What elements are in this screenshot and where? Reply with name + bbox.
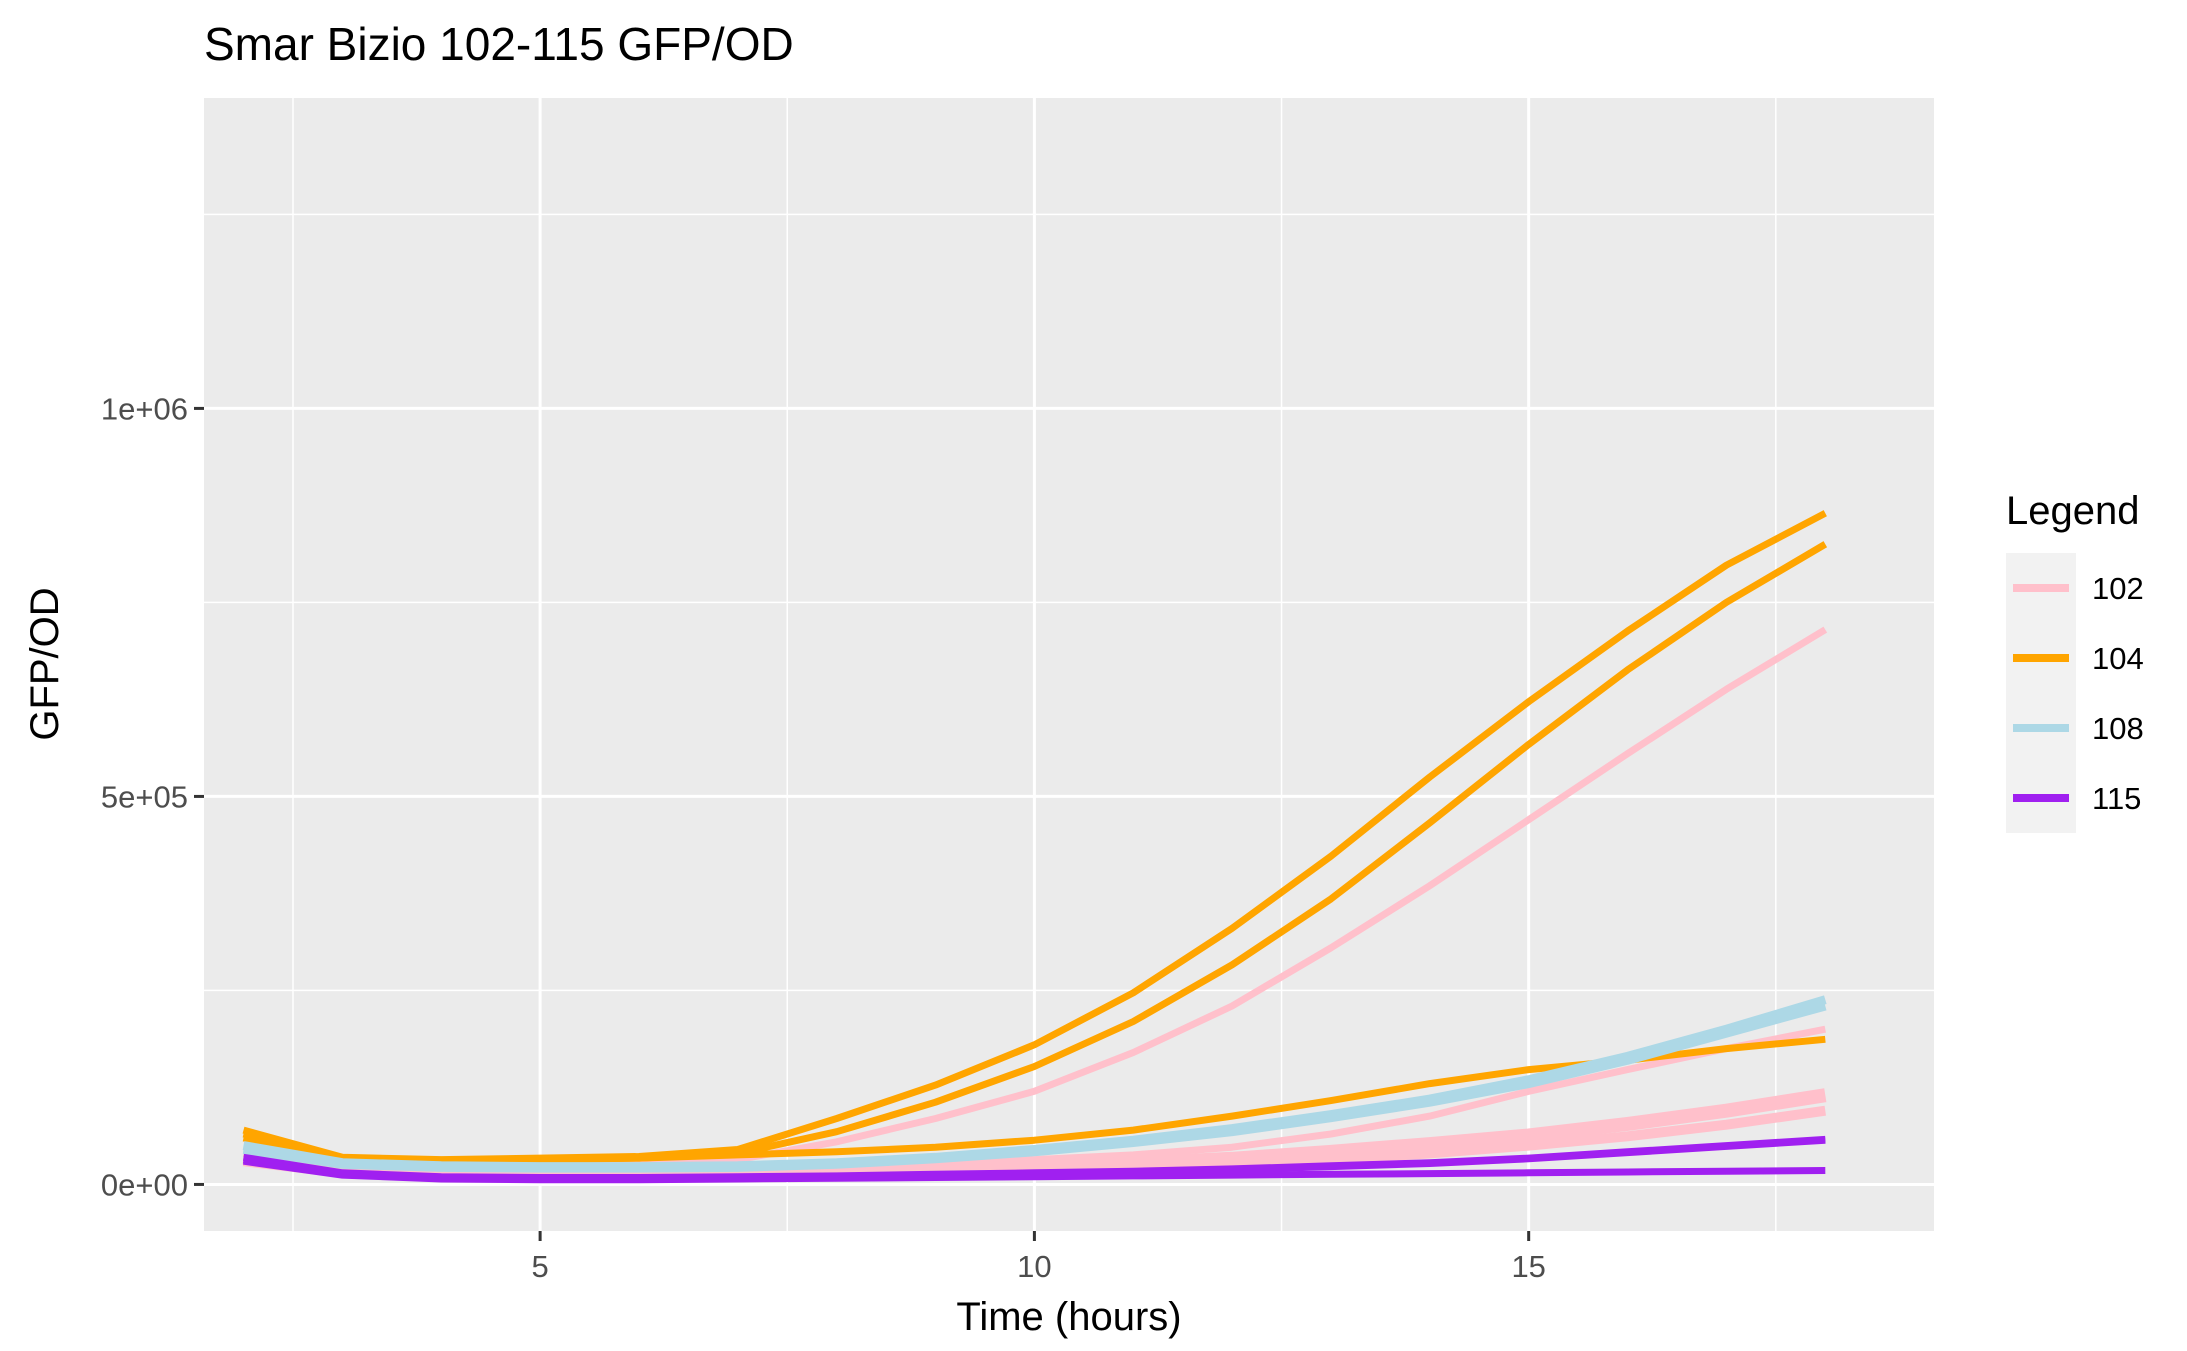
legend-label-102: 102	[2092, 571, 2144, 606]
y-tick-label: 1e+06	[101, 391, 188, 426]
legend: 102 104 108 115	[2006, 553, 2144, 833]
x-tick-label: 10	[1017, 1249, 1051, 1284]
major-gridlines	[204, 98, 1934, 1231]
x-tick-label: 15	[1511, 1249, 1545, 1284]
legend-label-104: 104	[2092, 641, 2144, 676]
minor-gridlines	[204, 98, 1934, 1231]
chart-title: Smar Bizio 102-115 GFP/OD	[204, 18, 794, 70]
x-tick-label: 5	[531, 1249, 548, 1284]
legend-label-115: 115	[2092, 781, 2141, 816]
x-axis: 5 10 15	[531, 1231, 1546, 1284]
y-tick-label: 5e+05	[101, 779, 188, 814]
series-line-115-12	[243, 1157, 1826, 1184]
series-lines	[242, 510, 1828, 1184]
series-line-108-9	[242, 1001, 1827, 1173]
legend-title: Legend	[2006, 489, 2139, 533]
x-axis-title: Time (hours)	[956, 1295, 1181, 1339]
legend-label-108: 108	[2092, 711, 2144, 746]
y-axis: 0e+00 5e+05 1e+06	[101, 391, 204, 1202]
y-tick-label: 0e+00	[101, 1167, 188, 1202]
y-axis-title: GFP/OD	[23, 587, 67, 740]
series-line-104-7	[242, 1035, 1826, 1165]
plot-panel	[204, 98, 1934, 1231]
